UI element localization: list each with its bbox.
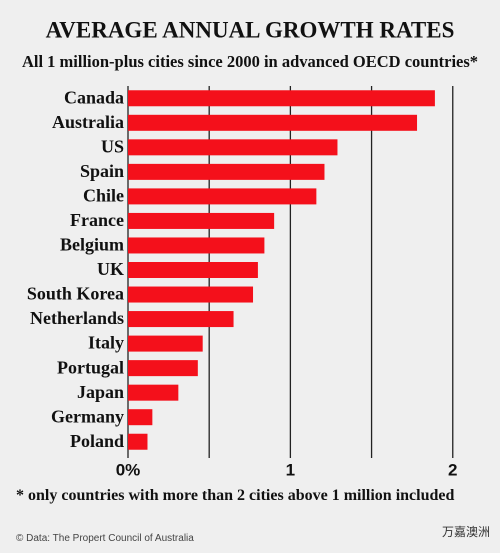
bar — [128, 212, 275, 229]
y-tick-label: Belgium — [60, 235, 124, 255]
x-tick-label: 1 — [286, 460, 295, 479]
y-tick-label: Spain — [80, 161, 124, 181]
bar — [128, 90, 435, 107]
chart-subtitle: All 1 million-plus cities since 2000 in … — [22, 52, 478, 71]
y-tick-label: Canada — [64, 87, 124, 107]
y-tick-label: South Korea — [27, 284, 124, 304]
bar — [128, 237, 265, 254]
bar — [128, 360, 198, 377]
footnote: * only countries with more than 2 cities… — [16, 487, 455, 504]
y-tick-label: Portugal — [57, 357, 124, 377]
y-tick-label: Germany — [51, 406, 124, 426]
bar — [128, 286, 254, 303]
y-tick-label: France — [70, 210, 124, 230]
bar — [128, 311, 234, 328]
y-tick-label: Chile — [83, 186, 124, 206]
chart-title: AVERAGE ANNUAL GROWTH RATES — [46, 17, 455, 42]
bar — [128, 139, 338, 156]
y-tick-label: Japan — [77, 382, 124, 402]
bar — [128, 262, 258, 278]
y-tick-label: Australia — [52, 112, 124, 132]
bar — [128, 335, 203, 352]
bar — [128, 409, 153, 426]
x-tick-label: 2 — [448, 460, 457, 479]
y-tick-label: UK — [97, 259, 124, 279]
y-tick-label: Netherlands — [30, 308, 124, 328]
y-tick-label: Italy — [88, 333, 124, 353]
bar — [128, 163, 325, 180]
bar — [128, 114, 418, 131]
watermark: 万嘉澳洲 — [441, 525, 490, 539]
source: © Data: The Propert Council of Australia — [16, 533, 194, 544]
y-tick-label: US — [101, 136, 124, 156]
x-tick-label: 0% — [116, 460, 141, 479]
bar — [128, 188, 317, 205]
bar — [128, 384, 179, 401]
bar — [128, 433, 148, 450]
y-tick-label: Poland — [70, 431, 124, 451]
